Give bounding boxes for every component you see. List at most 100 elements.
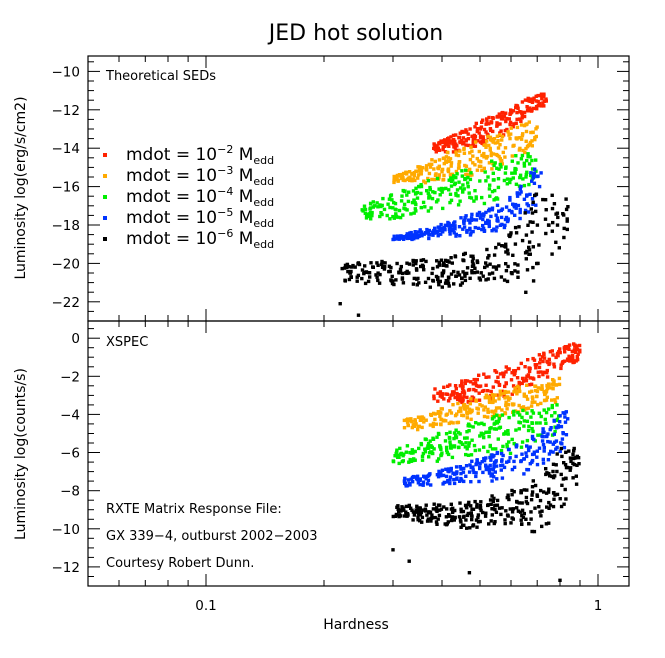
data-point [375,275,379,279]
data-point [555,452,559,456]
data-point [496,139,500,143]
data-point [482,143,486,147]
data-point [436,277,440,282]
data-point [503,155,507,159]
data-point [430,271,434,276]
data-point [406,478,410,482]
data-point [474,471,478,475]
data-point [478,461,482,466]
data-point [462,403,466,407]
data-point [496,393,500,397]
data-point [492,475,496,479]
data-point [490,229,494,233]
data-point [551,504,556,509]
data-point [486,277,490,281]
data-point [451,133,456,138]
data-point [527,522,531,526]
data-point [481,118,485,122]
data-point [502,225,507,230]
data-point [495,166,499,170]
data-point [551,491,556,495]
data-point [540,509,544,513]
data-point [449,179,454,184]
data-point [559,504,564,509]
data-point [454,435,459,439]
data-point [449,161,454,165]
data-point [417,281,421,285]
data-point [540,384,544,388]
data-point [427,473,431,477]
data-point [416,515,420,519]
data-point [489,128,493,133]
data-point [508,451,513,456]
data-point [439,422,443,427]
data-point [428,187,432,192]
data-point [465,430,469,434]
data-point [383,261,387,265]
data-point [489,426,493,430]
data-point [441,271,446,275]
data-point [514,154,518,158]
data-point [476,139,480,143]
data-point [407,190,411,194]
data-point [475,156,479,161]
note-line-2: GX 339−4, outburst 2002−2003 [106,529,318,544]
data-point [519,459,523,464]
data-point [563,415,567,419]
data-point [463,130,467,134]
data-point [412,424,416,428]
data-point [544,410,549,415]
data-point [423,509,428,513]
data-point [355,275,359,279]
data-point [553,411,557,415]
data-point [394,212,398,216]
data-point [460,390,465,395]
data-point [482,166,486,170]
data-point [546,458,551,462]
data-point [527,248,532,252]
data-point [571,452,575,456]
data-point [547,487,551,491]
data-point [459,509,463,514]
data-point [531,200,535,204]
data-point [449,256,453,260]
data-point [530,434,535,439]
data-point [555,426,559,430]
data-point [498,414,502,418]
data-point [410,448,414,452]
data-point [537,446,542,450]
data-point [447,159,451,164]
note-line-3: Courtesy Robert Dunn. [106,556,254,571]
data-point [416,276,420,281]
data-point [412,174,416,178]
data-point [531,356,535,361]
data-point [428,439,432,443]
data-point [523,150,527,155]
data-point [509,378,514,382]
data-point [546,439,550,444]
data-point [430,177,434,182]
data-point [444,515,449,519]
data-point [408,178,412,183]
data-point [454,433,458,437]
data-point [460,129,464,134]
data-point [395,261,399,266]
data-point [415,268,419,272]
data-point [346,269,350,274]
data-point [514,454,518,459]
data-point [551,220,555,225]
data-point [486,503,490,508]
data-point [416,427,420,432]
data-point [468,221,472,225]
data-point [477,164,482,168]
data-point [418,418,423,422]
data-point [507,497,511,502]
data-point [398,215,403,220]
data-point [522,164,527,168]
data-point [370,213,374,218]
data-point [481,135,485,139]
data-point [551,378,555,382]
data-point [505,513,510,517]
data-point [456,430,461,435]
data-point [418,228,422,232]
